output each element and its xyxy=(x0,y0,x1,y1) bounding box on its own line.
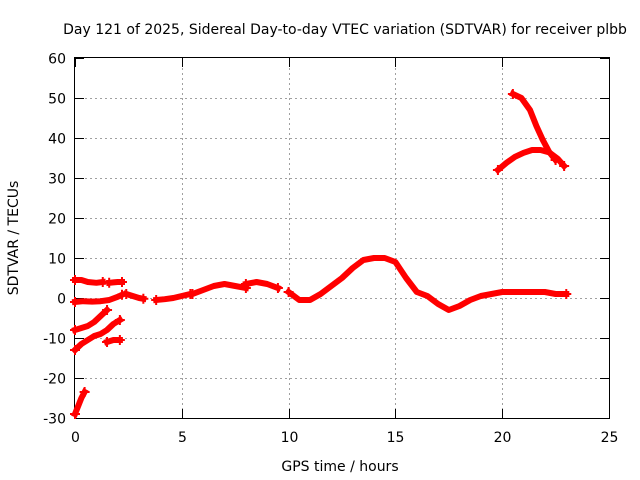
y-tick-label: 10 xyxy=(48,252,66,268)
x-tick-label: 5 xyxy=(178,430,187,446)
series-arc-4 xyxy=(70,315,125,355)
x-axis-label: GPS time / hours xyxy=(281,459,398,475)
data-point-marker xyxy=(187,289,198,299)
data-point-marker xyxy=(138,293,149,304)
data-point-marker xyxy=(70,275,80,285)
data-point-marker xyxy=(559,161,570,171)
data-point-marker xyxy=(550,155,561,165)
data-point-marker xyxy=(116,277,127,287)
series-arc-8 xyxy=(152,290,194,304)
series-arc-10 xyxy=(242,279,282,292)
x-tick-label: 0 xyxy=(71,430,80,446)
data-point-marker xyxy=(104,277,115,288)
series-arc-9 xyxy=(188,281,250,298)
data-point-marker xyxy=(114,315,125,325)
y-tick-label: 60 xyxy=(48,52,66,68)
x-tick-label: 15 xyxy=(387,430,405,446)
data-point-marker xyxy=(507,89,518,99)
y-tick-label: -30 xyxy=(43,412,66,428)
data-point-marker xyxy=(272,283,283,293)
data-point-marker xyxy=(240,279,251,289)
series-arc-2 xyxy=(71,290,126,306)
data-point-marker xyxy=(70,297,80,307)
data-point-marker xyxy=(283,287,294,297)
data-point-marker xyxy=(492,165,503,175)
y-tick-label: 0 xyxy=(57,292,66,308)
series-arc-3 xyxy=(71,305,112,334)
data-point-marker xyxy=(79,387,90,397)
data-point-marker xyxy=(561,289,572,299)
data-point-marker xyxy=(114,335,125,345)
data-point-marker xyxy=(102,305,113,315)
axis-ticks: -30 -20 -10 0 10 20 30 40 50 60 0 5 10 15 20 25 xyxy=(43,52,618,447)
data-point-marker xyxy=(151,295,162,305)
x-tick-label: 20 xyxy=(494,430,512,446)
y-tick-label: 30 xyxy=(48,172,66,188)
y-tick-label: 40 xyxy=(48,132,66,148)
data-point-marker xyxy=(70,409,80,419)
y-tick-label: -10 xyxy=(43,332,66,348)
x-tick-label: 25 xyxy=(601,430,619,446)
chart-title: Day 121 of 2025, Sidereal Day-to-day VTE… xyxy=(63,22,627,38)
y-tick-label: -20 xyxy=(43,372,66,388)
data-point-marker xyxy=(121,289,132,299)
y-axis-label: SDTVAR / TECUs xyxy=(6,181,22,296)
data-series xyxy=(70,89,572,419)
data-point-marker xyxy=(70,345,80,355)
plot-frame xyxy=(74,57,610,419)
y-tick-label: 50 xyxy=(48,92,66,108)
series-arc-13-upper xyxy=(508,90,560,165)
data-point-marker xyxy=(102,337,113,347)
x-tick-label: 10 xyxy=(281,430,299,446)
data-point-marker xyxy=(70,325,80,335)
y-tick-label: 20 xyxy=(48,212,66,228)
series-arc-11 xyxy=(284,255,570,313)
series-arc-6 xyxy=(71,387,89,418)
